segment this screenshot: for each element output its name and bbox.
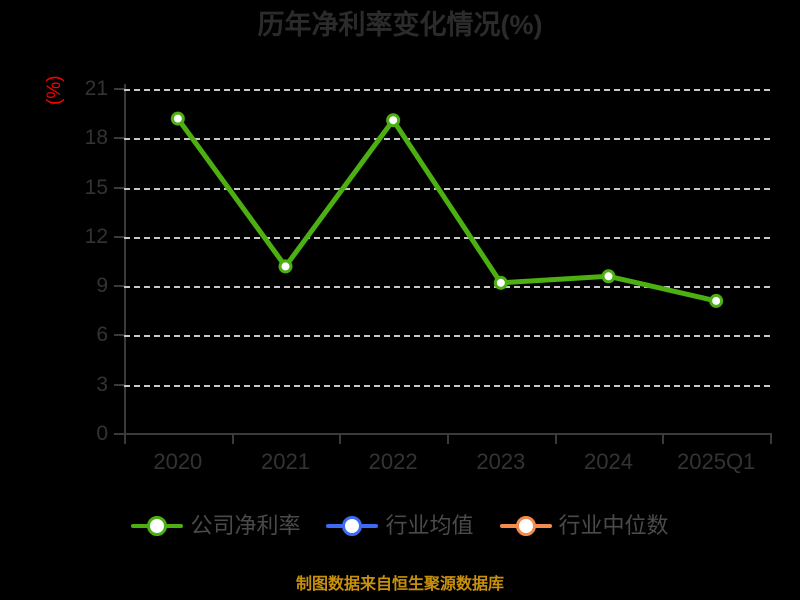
x-axis-tick-mark (124, 435, 126, 444)
x-axis-tick-label: 2023 (476, 449, 526, 474)
legend-dot (147, 516, 168, 536)
legend-label: 公司净利率 (190, 513, 301, 538)
y-axis-line (124, 84, 126, 439)
chart-legend: 公司净利率 行业均值 行业中位数 (0, 513, 800, 539)
gridline (124, 286, 770, 289)
y-axis-tick-label: 18 (84, 126, 108, 150)
y-axis-tick-label: 3 (96, 372, 108, 396)
y-axis-tick-mark (114, 334, 124, 337)
legend-item[interactable]: 公司净利率 (131, 513, 300, 539)
legend-item[interactable]: 行业均值 (326, 513, 474, 539)
y-axis-tick-label: 12 (84, 224, 108, 248)
source-note: 制图数据来自恒生聚源数据库 (295, 576, 504, 593)
gridline (124, 384, 770, 387)
legend-item[interactable]: 行业中位数 (499, 513, 669, 539)
x-axis-line (124, 433, 772, 435)
y-axis-tick-mark (114, 186, 124, 189)
y-axis-tick-mark (114, 433, 124, 435)
y-axis-tick-label: 9 (96, 274, 108, 298)
gridline (124, 138, 770, 141)
x-axis-tick-mark (339, 435, 342, 444)
gridline (124, 89, 770, 91)
y-axis-tick-label: 21 (84, 77, 108, 100)
x-axis-tick-mark (231, 435, 234, 444)
legend-marker-icon (131, 513, 184, 539)
x-axis-tick-label: 2025Q1 (677, 449, 756, 474)
x-axis-tick-mark (770, 435, 772, 444)
plot-area (124, 89, 770, 434)
y-axis-tick-mark (114, 88, 124, 90)
legend-dot (515, 516, 536, 536)
x-axis-tick-mark (554, 435, 557, 444)
legend-label: 行业均值 (385, 513, 474, 538)
y-axis-tick-label: 6 (96, 323, 108, 347)
y-axis-tick-mark (114, 383, 124, 386)
x-axis-tick-mark (662, 435, 665, 444)
chart-title: 历年净利率变化情况(%) (257, 10, 543, 40)
legend-marker-icon (499, 513, 552, 539)
x-axis-tick-label: 2020 (153, 449, 203, 474)
y-axis-tick-mark (114, 235, 124, 238)
y-axis-tick-labels: 0 3 6 9 12 15 18 21 (0, 0, 108, 600)
legend-marker-icon (326, 513, 379, 539)
y-axis-tick-mark (114, 285, 124, 288)
gridline (124, 236, 770, 239)
gridline (124, 187, 770, 190)
x-axis-tick-label: 2024 (584, 449, 633, 474)
gridline (124, 335, 770, 338)
x-axis-tick-mark (447, 435, 449, 444)
legend-label: 行业中位数 (558, 513, 669, 538)
y-axis-tick-label: 0 (96, 422, 108, 445)
x-axis-tick-label: 2021 (261, 449, 310, 474)
y-axis-tick-label: 15 (84, 175, 108, 199)
x-axis-tick-label: 2022 (368, 449, 418, 474)
legend-dot (342, 516, 363, 536)
y-axis-tick-mark (114, 137, 124, 140)
